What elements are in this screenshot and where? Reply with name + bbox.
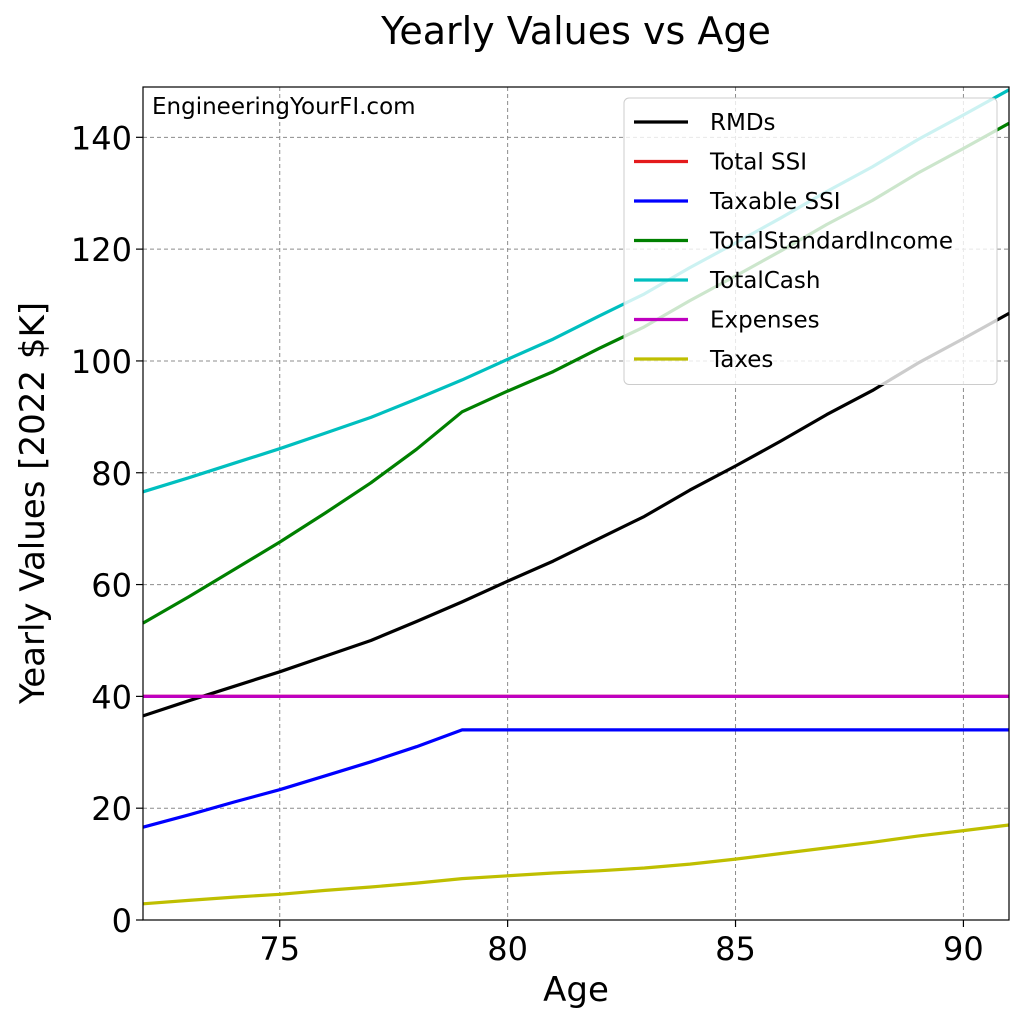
series-line-taxes — [142, 823, 1010, 906]
legend-label-taxes: Taxes — [709, 347, 773, 373]
legend-label-taxable-ssi: Taxable SSI — [709, 189, 840, 215]
y-tick-label: 40 — [91, 678, 132, 716]
series-line-rmds — [142, 311, 1010, 718]
x-tick-label: 80 — [487, 930, 528, 968]
series-line-taxable-ssi — [142, 728, 1009, 829]
x-tick-label: 85 — [715, 930, 756, 968]
legend-label-rmds: RMDs — [710, 110, 776, 136]
x-axis-label: Age — [543, 970, 609, 1010]
watermark: EngineeringYourFI.com — [152, 94, 416, 120]
plot-frame — [142, 86, 1010, 921]
legend: RMDs Total SSI Taxable SSI TotalStandardInc… — [623, 97, 998, 385]
x-tick-label: 75 — [259, 930, 300, 968]
y-tick-label: 100 — [71, 343, 132, 381]
y-tick-label: 0 — [112, 902, 132, 940]
y-tick-label: 20 — [91, 790, 132, 828]
y-tick-label: 80 — [91, 455, 132, 493]
legend-label-total-cash: TotalCash — [709, 268, 820, 294]
y-axis-label: Yearly Values [2022 $K] — [13, 302, 53, 705]
legend-label-total-standard-income: TotalStandardIncome — [709, 229, 953, 255]
x-tick-label: 90 — [943, 930, 984, 968]
y-tick-label: 60 — [91, 567, 132, 605]
axis-ticks: 75 80 85 90 0 20 40 60 80 100 120 140 — [71, 119, 984, 968]
legend-label-total-ssi: Total SSI — [709, 150, 807, 176]
y-tick-label: 140 — [71, 119, 132, 157]
chart-title: Yearly Values vs Age — [380, 9, 771, 53]
y-tick-label: 120 — [71, 231, 132, 269]
legend-label-expenses: Expenses — [710, 308, 820, 334]
legend-box — [623, 97, 998, 385]
